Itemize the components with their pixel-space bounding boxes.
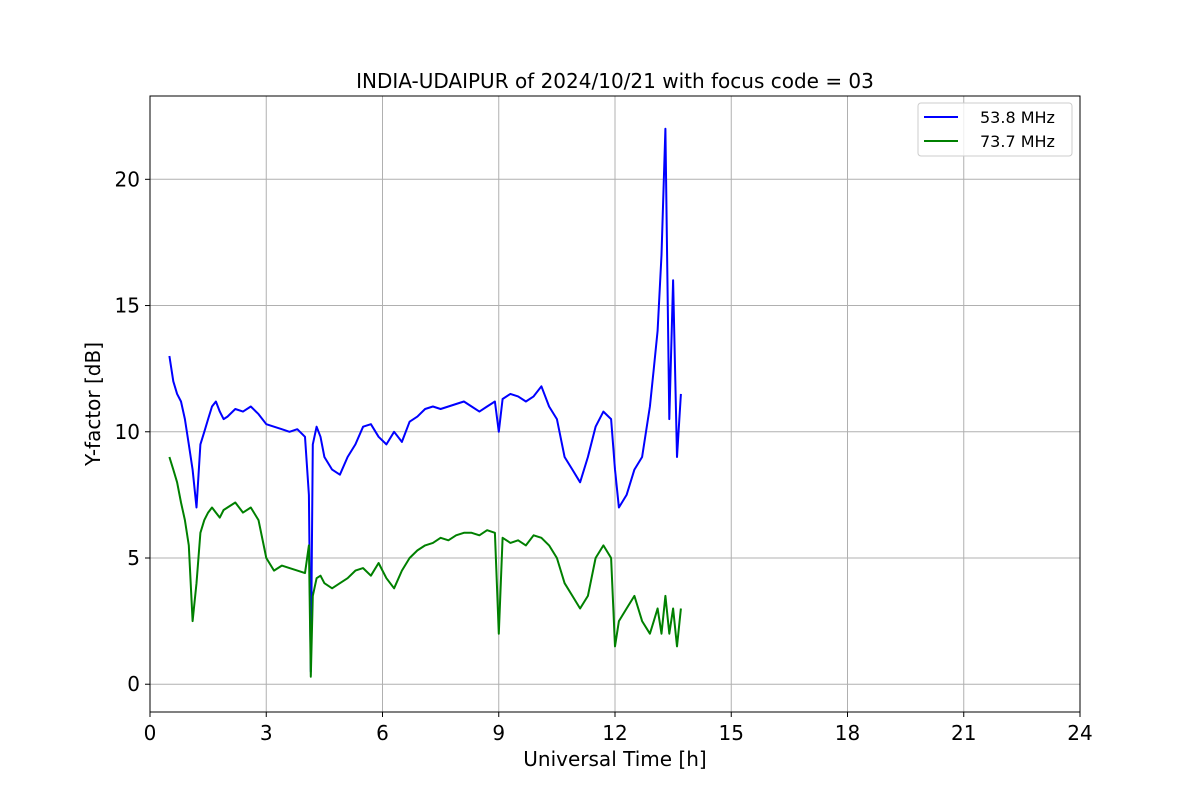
x-tick-label: 9 [492,721,505,745]
legend: 53.8 MHz 73.7 MHz [917,102,1073,157]
x-tick-label: 12 [602,721,627,745]
x-tick-label: 6 [376,721,389,745]
x-axis-ticks: 0 3 6 9 12 15 18 21 24 [144,712,1093,745]
x-tick-label: 15 [719,721,744,745]
x-tick-label: 24 [1067,721,1092,745]
y-tick-label: 0 [127,672,140,696]
x-tick-label: 18 [835,721,860,745]
y-axis-label: Y-factor [dB] [81,342,105,467]
legend-label-53-8: 53.8 MHz [980,108,1055,127]
x-tick-label: 3 [260,721,273,745]
x-tick-label: 0 [144,721,157,745]
series-line-0 [168,127,682,673]
x-axis-label: Universal Time [h] [523,747,706,771]
y-tick-label: 15 [115,294,140,318]
series-line-1 [168,456,682,678]
series-layer [168,127,682,678]
y-tick-label: 20 [115,167,140,191]
y-tick-label: 5 [127,546,140,570]
legend-label-73-7: 73.7 MHz [980,132,1055,151]
x-tick-label: 21 [951,721,976,745]
chart-title: INDIA-UDAIPUR of 2024/10/21 with focus c… [356,69,874,93]
y-tick-label: 10 [115,420,140,444]
y-axis-ticks: 0 5 10 15 20 [115,167,150,696]
